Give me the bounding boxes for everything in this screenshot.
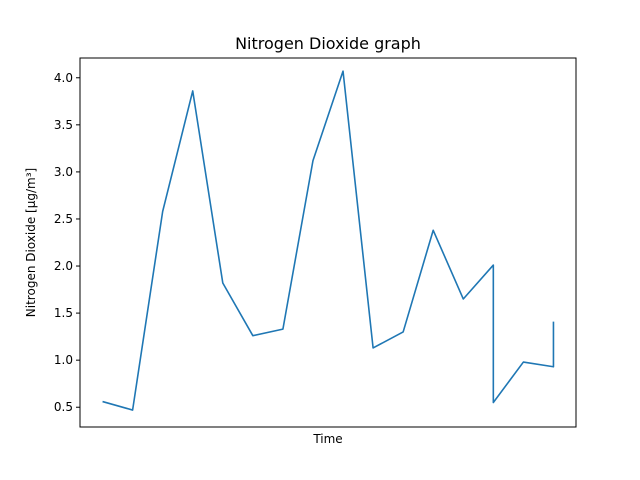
y-tick-label: 4.0 <box>54 71 73 85</box>
series-line <box>102 70 555 411</box>
y-tick-label: 1.5 <box>54 306 73 320</box>
x-axis-label: Time <box>312 432 342 446</box>
y-tick-label: 1.0 <box>54 353 73 367</box>
series-group <box>102 70 555 411</box>
y-tick-label: 2.0 <box>54 259 73 273</box>
y-tick-label: 3.0 <box>54 165 73 179</box>
chart-title: Nitrogen Dioxide graph <box>235 34 421 53</box>
y-axis: 0.5 1.0 1.5 2.0 2.5 3.0 3.5 4.0 <box>54 71 80 414</box>
y-tick-label: 2.5 <box>54 212 73 226</box>
y-tick-label: 0.5 <box>54 400 73 414</box>
plot-area <box>79 57 577 428</box>
y-axis-label: Nitrogen Dioxide [µg/m³] <box>24 168 38 317</box>
y-tick-label: 3.5 <box>54 118 73 132</box>
